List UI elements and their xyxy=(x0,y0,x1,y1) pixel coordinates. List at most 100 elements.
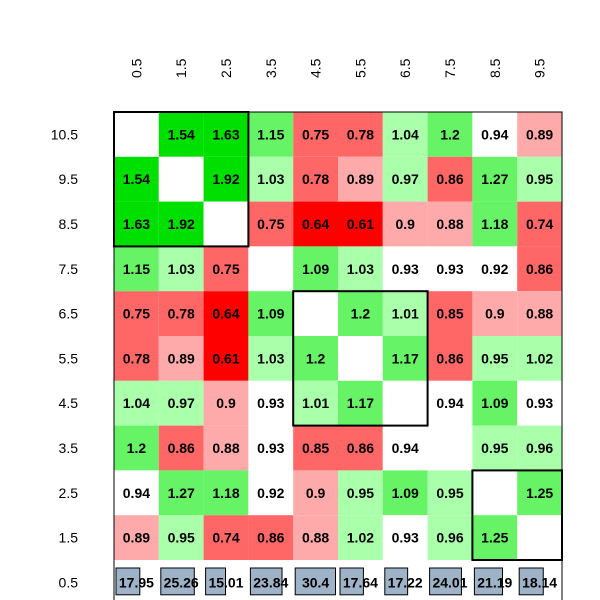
cell-value-label: 0.75 xyxy=(302,126,329,142)
heatmap-cell xyxy=(248,470,294,516)
cell-value-label: 0.89 xyxy=(526,126,553,142)
heatmap-cell xyxy=(203,380,249,426)
cell-value-label: 1.09 xyxy=(481,395,508,411)
cell-value-label: 0.86 xyxy=(436,171,463,187)
bottom-row-bars xyxy=(115,567,544,596)
cell-value-label: 1.02 xyxy=(347,530,374,546)
cell-value-label: 1.63 xyxy=(212,126,239,142)
cell-value-label: 1.2 xyxy=(306,350,326,366)
heatmap-cell xyxy=(382,380,428,426)
total-bar xyxy=(473,567,504,596)
cell-value-label: 0.61 xyxy=(347,216,374,232)
total-bar xyxy=(429,567,462,596)
heatmap-cell xyxy=(472,291,518,336)
total-value-label: 17.22 xyxy=(388,574,423,590)
heatmap-cell xyxy=(382,291,428,336)
total-bar xyxy=(205,567,227,596)
cell-value-label: 0.88 xyxy=(302,530,329,546)
total-value-label: 24.01 xyxy=(432,574,467,590)
x-axis-ticks: 0.5 1.5 2.5 3.5 4.5 5.5 6.5 7.5 8.5 9.5 xyxy=(128,58,547,78)
heatmap-cell xyxy=(382,470,428,516)
cell-value-label: 1.27 xyxy=(168,485,195,501)
heatmap-cell xyxy=(203,112,249,157)
cell-value-label: 1.15 xyxy=(123,261,150,277)
heatmap-cell xyxy=(517,336,562,381)
heatmap-cell xyxy=(338,470,383,516)
heatmap-cell xyxy=(114,515,159,560)
heatmap-cell xyxy=(382,156,428,202)
cell-value-label: 0.86 xyxy=(168,440,195,456)
cell-value-label: 0.86 xyxy=(436,350,463,366)
cell-value-label: 0.88 xyxy=(212,440,239,456)
heatmap-cell xyxy=(338,201,383,247)
heatmap-cell xyxy=(114,291,159,336)
cell-value-label: 1.18 xyxy=(481,216,508,232)
total-value-label: 18.14 xyxy=(522,574,557,590)
total-bar xyxy=(294,567,337,596)
heatmap-cell xyxy=(338,380,383,426)
cell-value-label: 0.93 xyxy=(436,261,463,277)
cell-value-label: 1.18 xyxy=(212,485,239,501)
heatmap-cell xyxy=(472,246,518,292)
y-tick-label: 3.5 xyxy=(59,440,79,456)
cell-value-label: 1.92 xyxy=(168,216,195,232)
heatmap-cell xyxy=(248,156,294,202)
y-tick-label: 4.5 xyxy=(59,395,79,411)
cell-value-label: 0.86 xyxy=(526,261,553,277)
cell-value-label: 1.09 xyxy=(257,306,284,322)
cell-value-label: 1.03 xyxy=(347,261,374,277)
heatmap-cell xyxy=(472,156,518,202)
heatmap-cell xyxy=(203,470,249,516)
heatmap-cell xyxy=(293,246,338,292)
heatmap-cell xyxy=(248,112,294,157)
cell-value-label: 0.97 xyxy=(392,171,419,187)
heatmap-cell xyxy=(158,470,204,516)
heatmap-cell xyxy=(517,291,562,336)
heatmap-cells xyxy=(114,112,562,600)
heatmap-cell xyxy=(382,515,428,560)
cell-value-label: 0.74 xyxy=(526,216,553,232)
x-tick-label: 0.5 xyxy=(128,58,144,78)
cell-value-label: 1.17 xyxy=(392,350,419,366)
cell-value-label: 0.64 xyxy=(212,306,239,322)
heatmap-cell xyxy=(203,425,249,471)
cell-value-label: 0.86 xyxy=(347,440,374,456)
cell-value-label: 1.2 xyxy=(351,306,371,322)
cell-value-label: 0.96 xyxy=(526,440,553,456)
heatmap-cell xyxy=(248,380,294,426)
cell-value-label: 0.85 xyxy=(436,306,463,322)
heatmap-cell xyxy=(472,112,518,157)
heatmap-cell xyxy=(293,380,338,426)
cell-value-label: 1.01 xyxy=(392,306,419,322)
heatmap-cell xyxy=(158,246,204,292)
cell-value-label: 0.78 xyxy=(302,171,329,187)
y-tick-label: 8.5 xyxy=(59,216,79,232)
cell-value-label: 1.54 xyxy=(168,126,195,142)
heatmap-cell xyxy=(293,470,338,516)
x-tick-label: 7.5 xyxy=(442,58,458,78)
heatmap-cell xyxy=(203,246,249,292)
heatmap-cell xyxy=(382,112,428,157)
cell-value-label: 1.15 xyxy=(257,126,284,142)
cell-value-label: 0.9 xyxy=(306,485,326,501)
cell-value-label: 0.93 xyxy=(392,261,419,277)
heatmap-cell xyxy=(248,201,294,247)
heatmap-cell xyxy=(293,425,338,471)
heatmap-cell xyxy=(158,515,204,560)
cell-value-label: 0.74 xyxy=(212,530,239,546)
cell-value-label: 1.54 xyxy=(123,171,150,187)
total-bar xyxy=(249,567,283,596)
heatmap-cell xyxy=(427,112,473,157)
cell-value-label: 1.03 xyxy=(168,261,195,277)
heatmap-cell xyxy=(248,336,294,381)
heatmap-cell xyxy=(114,156,159,202)
cell-value-label: 0.61 xyxy=(212,350,239,366)
heatmap-cell xyxy=(248,425,294,471)
heatmap-cell xyxy=(427,425,473,471)
cell-value-label: 1.17 xyxy=(347,395,374,411)
cell-value-label: 0.94 xyxy=(436,395,463,411)
cell-value-label: 1.03 xyxy=(257,350,284,366)
heatmap-cell xyxy=(114,336,159,381)
heatmap-cell xyxy=(517,380,562,426)
heatmap-cell xyxy=(248,246,294,292)
